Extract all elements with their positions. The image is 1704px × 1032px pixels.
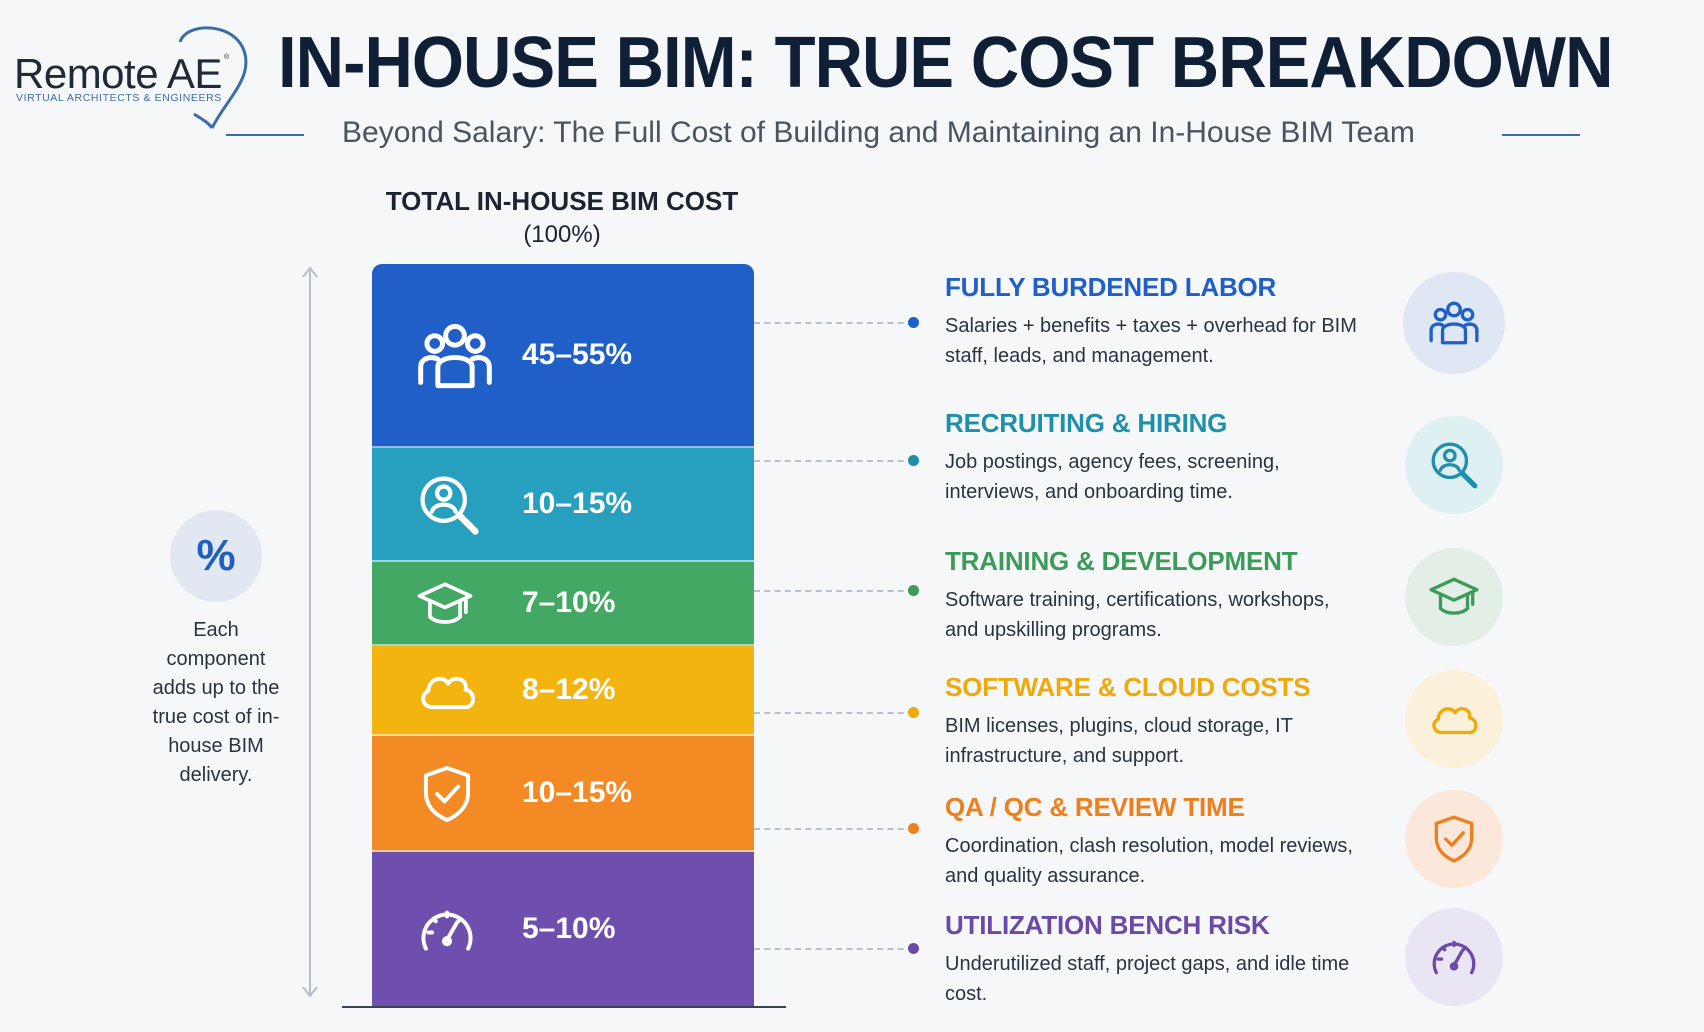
cost-component-title: SOFTWARE & CLOUD COSTS: [945, 672, 1311, 702]
cost-component-description: BIM licenses, plugins, cloud storage, IT…: [945, 715, 1293, 767]
percent-icon: %: [170, 510, 262, 602]
group-icon: [418, 323, 492, 389]
gauge-icon: [1432, 940, 1476, 975]
leader-line: [754, 590, 914, 592]
stack-segment-group: 45–55%: [372, 264, 754, 448]
segment-icon-wrap: [416, 660, 478, 727]
graduation-cap-icon: [1429, 577, 1479, 615]
cost-component-description: Software training, certifications, works…: [945, 589, 1330, 641]
left-note-text: Each component adds up to the true cost …: [152, 619, 280, 786]
stack-heading-total: (100%): [523, 221, 601, 248]
chart-baseline: [342, 1006, 786, 1008]
cost-component-description: Job postings, agency fees, screening, in…: [945, 451, 1280, 503]
component-badge: [1405, 908, 1503, 1006]
cost-component-item: UTILIZATION BENCH RISK Underutilized staf…: [945, 910, 1365, 1009]
axis-arrow-up-icon: [302, 266, 318, 278]
component-badge: [1405, 548, 1503, 646]
cost-component-item: TRAINING & DEVELOPMENT Software training,…: [945, 546, 1365, 645]
leader-dot: [908, 823, 919, 834]
cloud-icon: [1432, 707, 1478, 735]
logo-registered-mark: ®: [224, 54, 230, 61]
component-badge: [1405, 790, 1503, 888]
stack-segment-graduation-cap: 7–10%: [372, 562, 754, 646]
leader-line: [754, 828, 914, 830]
segment-percentage-label: 5–10%: [522, 912, 616, 945]
company-logo: Remote AE ® VIRTUAL ARCHITECTS & ENGINEE…: [12, 22, 262, 132]
vertical-axis: [309, 270, 311, 995]
component-badge: [1403, 272, 1505, 374]
shield-check-icon: [423, 765, 471, 823]
leader-dot: [908, 585, 919, 596]
stack-segment-gauge: 5–10%: [372, 852, 754, 1008]
group-icon: [1429, 301, 1479, 345]
stack-heading: TOTAL IN-HOUSE BIM COST (100%): [360, 186, 764, 249]
component-badge: [1405, 670, 1503, 768]
logo-tagline: VIRTUAL ARCHITECTS & ENGINEERS: [16, 92, 222, 104]
cost-component-title: QA / QC & REVIEW TIME: [945, 792, 1245, 822]
cost-component-description: Underutilized staff, project gaps, and i…: [945, 953, 1350, 1005]
segment-icon-wrap: [416, 472, 482, 543]
leader-line: [754, 948, 914, 950]
cost-component-title: RECRUITING & HIRING: [945, 408, 1228, 438]
leader-dot: [908, 317, 919, 328]
gauge-icon: [421, 910, 473, 951]
logo-name: Remote AE: [14, 50, 222, 97]
segment-percentage-label: 7–10%: [522, 586, 616, 619]
cost-component-description: Salaries + benefits + taxes + overhead f…: [945, 315, 1357, 367]
stack-segment-cloud: 8–12%: [372, 646, 754, 736]
leader-line: [754, 322, 914, 324]
segment-icon-wrap: [416, 899, 478, 966]
page-subtitle: Beyond Salary: The Full Cost of Building…: [342, 116, 1415, 149]
axis-arrow-down-icon: [302, 986, 318, 998]
leader-dot: [908, 943, 919, 954]
stack-segment-user-search: 10–15%: [372, 448, 754, 562]
cost-component-description: Coordination, clash resolution, model re…: [945, 835, 1353, 887]
segment-icon-wrap: [416, 575, 474, 638]
cost-component-title: UTILIZATION BENCH RISK: [945, 910, 1270, 940]
cost-component-item: FULLY BURDENED LABOR Salaries + benefits …: [945, 272, 1365, 371]
stack-heading-title: TOTAL IN-HOUSE BIM COST: [385, 186, 739, 216]
leader-line: [754, 460, 914, 462]
cost-component-title: FULLY BURDENED LABOR: [945, 272, 1277, 302]
user-search-icon: [1431, 442, 1478, 489]
segment-percentage-label: 45–55%: [522, 338, 633, 371]
segment-icon-wrap: [416, 317, 494, 400]
stack-segment-shield-check: 10–15%: [372, 736, 754, 852]
location-pin-logo-mark: [178, 26, 248, 129]
page-title: IN-HOUSE BIM: TRUE COST BREAKDOWN: [278, 23, 1613, 103]
user-search-icon: [420, 476, 479, 535]
graduation-cap-icon: [417, 582, 473, 624]
segment-icon-wrap: [416, 763, 478, 830]
cost-component-item: QA / QC & REVIEW TIME Coordination, clash…: [945, 792, 1365, 891]
leader-dot: [908, 707, 919, 718]
segment-percentage-label: 10–15%: [522, 487, 633, 520]
subtitle-rule-right: [1502, 134, 1580, 136]
stacked-cost-bar: 45–55% 10–15% 7–10% 8–12% 10–15% 5–10%: [372, 264, 754, 1008]
cost-component-item: SOFTWARE & CLOUD COSTS BIM licenses, plug…: [945, 672, 1365, 771]
cloud-icon: [421, 676, 476, 710]
component-badge: [1405, 416, 1503, 514]
leader-line: [754, 712, 914, 714]
cost-component-item: RECRUITING & HIRING Job postings, agency …: [945, 408, 1365, 507]
segment-percentage-label: 8–12%: [522, 673, 616, 706]
leader-dot: [908, 455, 919, 466]
segment-percentage-label: 10–15%: [522, 776, 633, 809]
cost-component-title: TRAINING & DEVELOPMENT: [945, 546, 1298, 576]
subtitle-rule-left: [226, 134, 304, 136]
shield-check-icon: [1434, 815, 1474, 863]
